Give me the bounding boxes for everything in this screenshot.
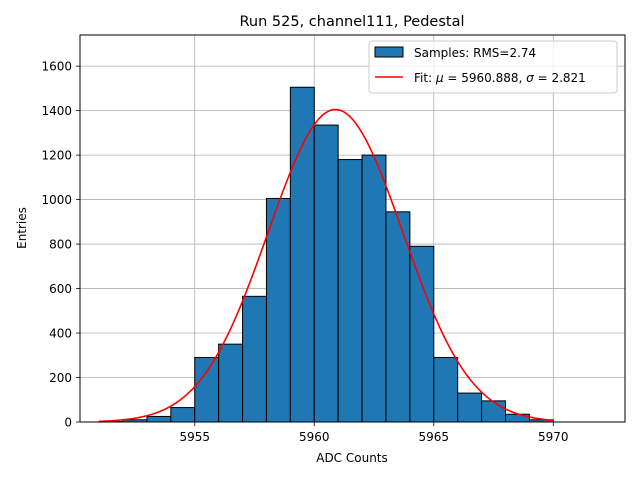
plot-frame: [79, 34, 626, 423]
y-tick-label: 600: [49, 282, 72, 296]
histogram-bar: [457, 392, 483, 423]
y-tick-label: 400: [49, 327, 72, 341]
histogram-bar: [265, 197, 291, 423]
x-axis-ticks: 5955 5960 5965 5970: [179, 422, 569, 444]
histogram-bar: [146, 415, 172, 423]
legend-samples-label: Samples: RMS=2.74: [414, 46, 536, 60]
y-tick-label: 1200: [41, 149, 72, 163]
y-axis-ticks: 0 200 400 600 800 1000 1200 1400 1600: [41, 60, 80, 430]
fit-label-mu-value: = 5960.888,: [444, 71, 527, 85]
legend-samples-swatch: [374, 46, 404, 58]
histogram-bar: [242, 295, 267, 423]
histogram-bar: [481, 400, 506, 423]
y-tick-label: 1000: [41, 193, 72, 207]
histogram-bar: [170, 407, 196, 423]
y-tick-label: 1400: [41, 104, 72, 118]
fit-label-sigma-value: = 2.821: [534, 71, 586, 85]
legend-fit-label: Fit: μ = 5960.888, σ = 2.821: [414, 71, 586, 85]
x-tick-label: 5960: [299, 430, 330, 444]
y-axis-label: Entries: [15, 207, 29, 249]
y-tick-label: 200: [49, 371, 72, 385]
histogram-bar: [289, 86, 315, 423]
x-tick-label: 5955: [179, 430, 210, 444]
histogram-bar: [409, 245, 435, 423]
chart-title: Run 525, channel111, Pedestal: [239, 14, 464, 30]
y-tick-label: 1600: [41, 60, 72, 74]
fit-label-sigma-symbol: σ: [526, 71, 534, 85]
legend-frame: [368, 40, 618, 94]
fit-label-mu-symbol: μ: [435, 71, 444, 85]
histogram-bars: [98, 86, 554, 423]
fit-label-prefix: Fit:: [414, 71, 436, 85]
fit-curve: [99, 108, 554, 423]
x-tick-label: 5970: [538, 430, 569, 444]
legend: Samples: RMS=2.74 Fit: μ = 5960.888, σ =…: [368, 40, 618, 94]
x-tick-label: 5965: [418, 430, 449, 444]
histogram-bar: [433, 357, 459, 423]
histogram-bar: [313, 124, 339, 423]
histogram-bar: [218, 343, 244, 423]
y-tick-label: 800: [49, 238, 72, 252]
x-axis-label: ADC Counts: [316, 451, 388, 465]
histogram-bar: [337, 159, 363, 423]
histogram-bar: [361, 154, 387, 423]
histogram-bar: [194, 357, 220, 423]
y-tick-label: 0: [64, 416, 72, 430]
